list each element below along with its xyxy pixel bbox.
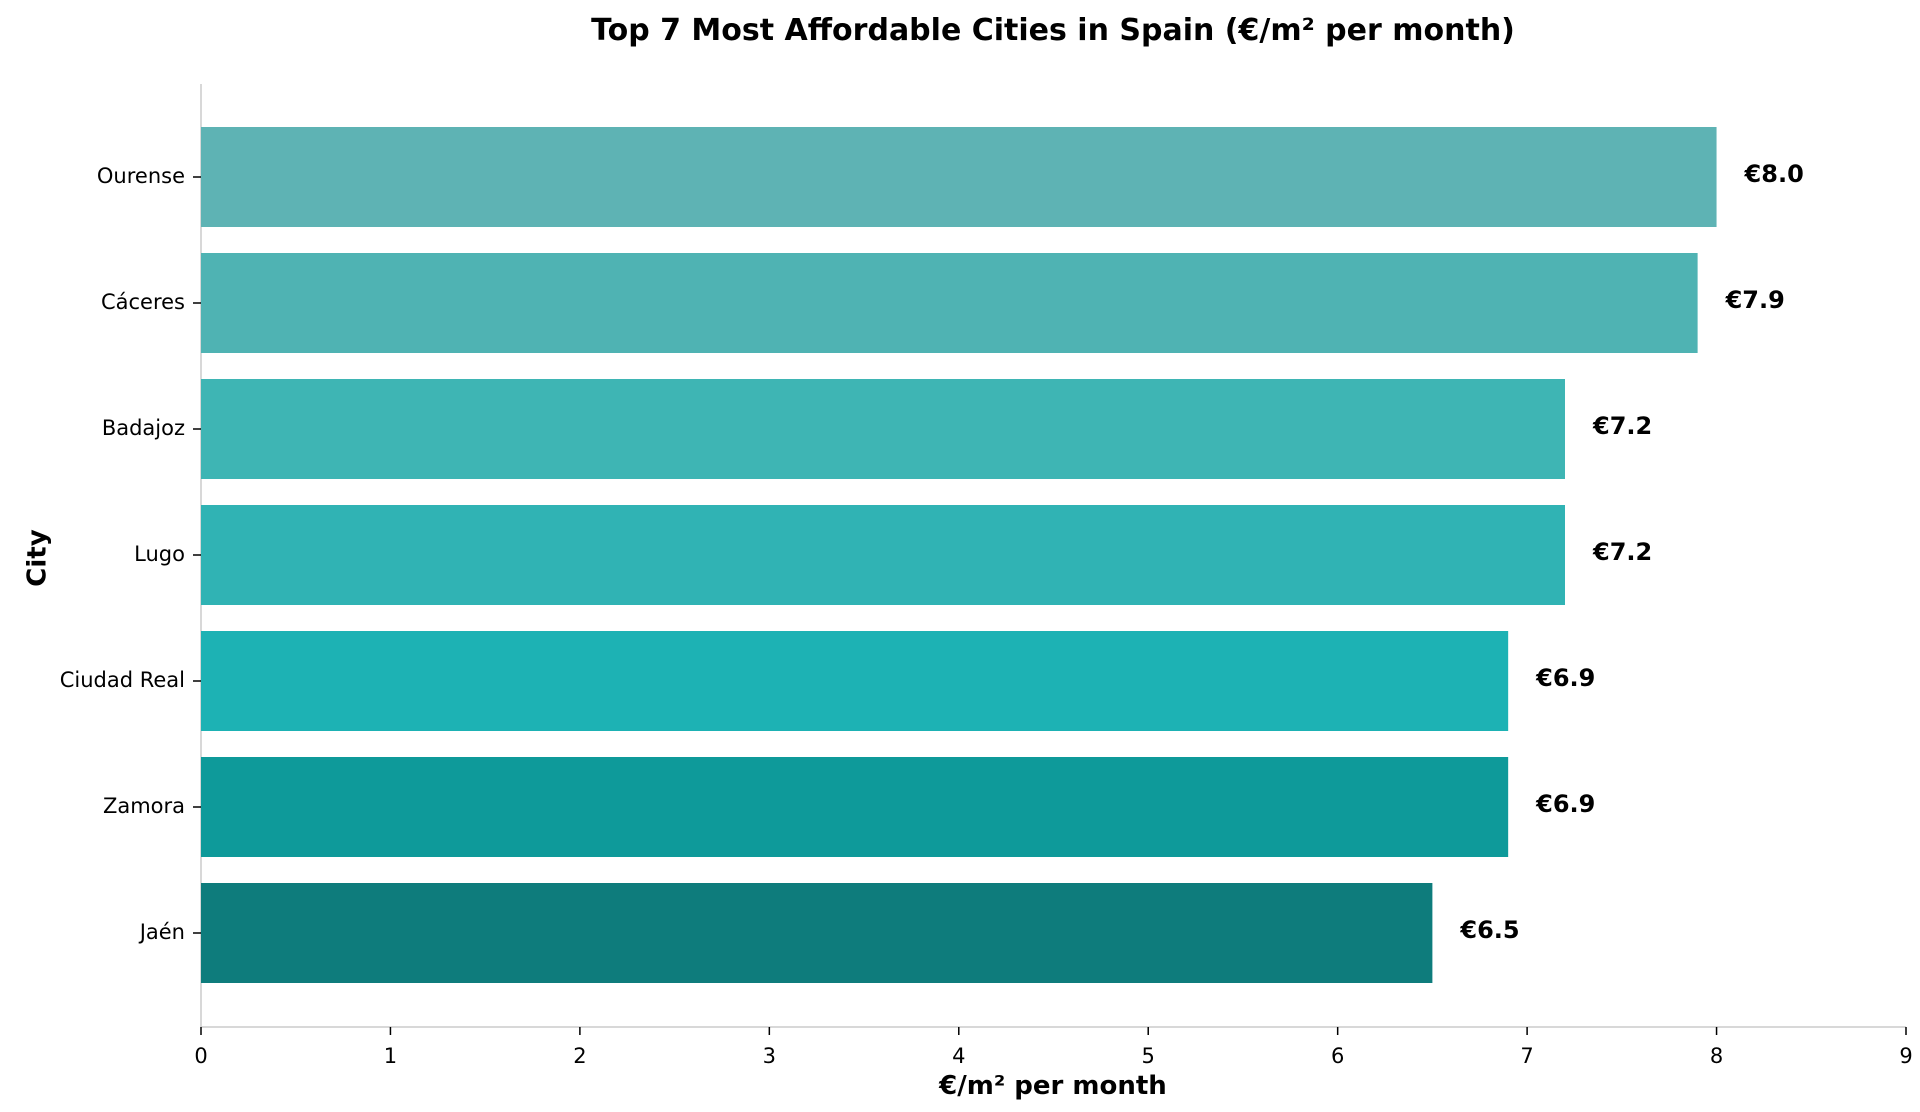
chart-title: Top 7 Most Affordable Cities in Spain (€… bbox=[591, 13, 1515, 48]
bar bbox=[201, 505, 1565, 605]
x-tick-label: 9 bbox=[1899, 1044, 1912, 1068]
y-tick-label: Badajoz bbox=[102, 416, 185, 440]
x-tick-label: 6 bbox=[1331, 1044, 1344, 1068]
bar bbox=[201, 631, 1509, 731]
y-tick-label: Jaén bbox=[138, 920, 185, 944]
bar-value-label: €7.9 bbox=[1725, 286, 1785, 314]
x-tick-label: 7 bbox=[1520, 1044, 1533, 1068]
y-tick-label: Cáceres bbox=[101, 290, 185, 314]
x-tick-label: 5 bbox=[1142, 1044, 1155, 1068]
x-tick-label: 8 bbox=[1710, 1044, 1723, 1068]
y-axis-title: City bbox=[23, 529, 53, 586]
bar-value-label: €8.0 bbox=[1744, 160, 1804, 188]
x-tick-label: 2 bbox=[573, 1044, 586, 1068]
bar bbox=[201, 127, 1717, 227]
bar-value-label: €7.2 bbox=[1592, 538, 1652, 566]
y-tick-label: Lugo bbox=[134, 542, 185, 566]
y-tick-label: Zamora bbox=[103, 794, 185, 818]
x-tick-label: 3 bbox=[763, 1044, 776, 1068]
bar-value-label: €6.5 bbox=[1459, 916, 1519, 944]
bar bbox=[201, 379, 1565, 479]
bar-value-label: €6.9 bbox=[1535, 664, 1595, 692]
x-tick-label: 4 bbox=[952, 1044, 965, 1068]
bar-value-label: €6.9 bbox=[1535, 790, 1595, 818]
y-tick-label: Ourense bbox=[97, 164, 185, 188]
bar bbox=[201, 883, 1433, 983]
plot-area: 0 1 2 3 4 5 6 7 8 9 Ourense €8.0 Cáceres €7.9 Badajoz €… bbox=[60, 84, 1913, 1068]
x-axis-title: €/m² per month bbox=[938, 1071, 1167, 1101]
bar bbox=[201, 757, 1509, 857]
x-tick-label: 1 bbox=[384, 1044, 397, 1068]
y-tick-label: Ciudad Real bbox=[60, 668, 185, 692]
bar-value-label: €7.2 bbox=[1592, 412, 1652, 440]
bar bbox=[201, 253, 1698, 353]
x-tick-label: 0 bbox=[194, 1044, 207, 1068]
